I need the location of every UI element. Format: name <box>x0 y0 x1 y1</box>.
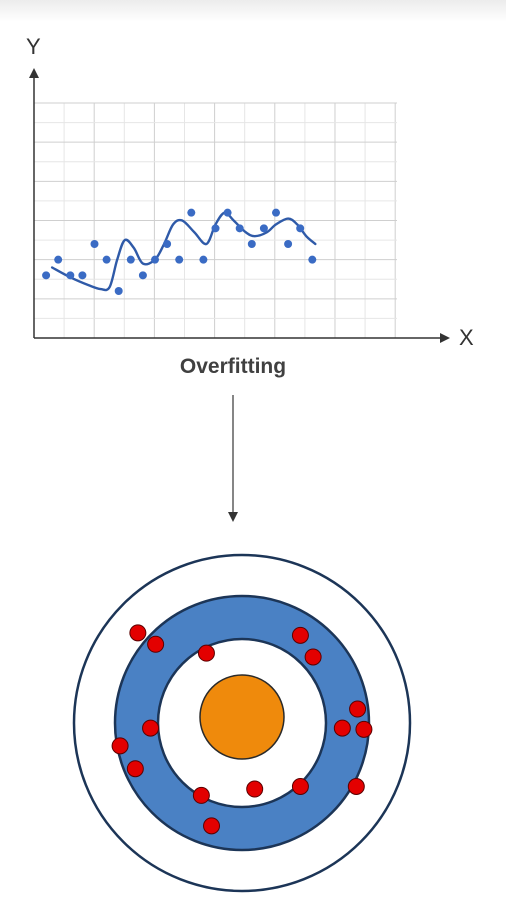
data-point <box>284 240 292 248</box>
y-axis-arrowhead <box>29 68 39 78</box>
target-hit-dot <box>292 779 308 795</box>
chart-axes <box>29 68 450 343</box>
target-bullseye <box>200 675 284 759</box>
x-axis-label: X <box>459 325 474 351</box>
data-point <box>66 271 74 279</box>
data-point <box>236 224 244 232</box>
data-point <box>163 240 171 248</box>
target-hit-dot <box>334 720 350 736</box>
data-point <box>139 271 147 279</box>
fitted-curve-layer <box>52 213 315 290</box>
data-point <box>212 224 220 232</box>
target-hit-dot <box>356 721 372 737</box>
target-hit-dot <box>247 781 263 797</box>
target-middle-ring <box>115 596 369 850</box>
target-inner-ring <box>158 639 326 807</box>
data-point <box>54 256 62 264</box>
target-hit-dot <box>130 625 146 641</box>
chart-grid <box>34 103 397 338</box>
data-point <box>127 256 135 264</box>
target-hit-dot <box>193 787 209 803</box>
data-point <box>103 256 111 264</box>
target-hit-dot <box>143 720 159 736</box>
data-point <box>224 209 232 217</box>
data-point <box>296 224 304 232</box>
overfitting-chart <box>0 0 506 360</box>
target-outer-ring <box>74 555 410 891</box>
data-point <box>42 271 50 279</box>
target-hit-dot <box>148 636 164 652</box>
data-point <box>248 240 256 248</box>
target-hits-layer <box>112 625 372 834</box>
data-point <box>199 256 207 264</box>
target-hit-dot <box>348 779 364 795</box>
x-axis-arrowhead <box>440 333 450 343</box>
target-hit-dot <box>198 645 214 661</box>
data-point <box>175 256 183 264</box>
target-hit-dot <box>350 701 366 717</box>
target-hit-dot <box>112 738 128 754</box>
data-point <box>78 271 86 279</box>
target-hit-dot <box>305 649 321 665</box>
target-hit-dot <box>204 818 220 834</box>
data-point <box>260 224 268 232</box>
target-hit-dot <box>127 761 143 777</box>
target-hit-dot <box>292 627 308 643</box>
data-point <box>115 287 123 295</box>
data-point <box>308 256 316 264</box>
data-point <box>272 209 280 217</box>
overfitting-caption: Overfitting <box>0 355 466 379</box>
data-point <box>91 240 99 248</box>
data-point <box>187 209 195 217</box>
y-axis-label: Y <box>26 34 41 60</box>
overfit-curve <box>52 213 315 290</box>
data-point <box>151 256 159 264</box>
